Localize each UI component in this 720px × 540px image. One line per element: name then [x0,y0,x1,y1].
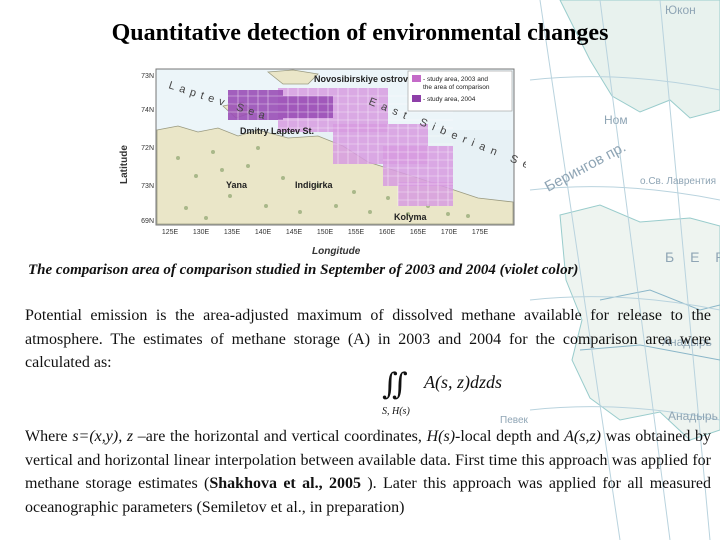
lon-tick: 125E [162,229,179,236]
lat-tick: 69N [141,218,154,225]
vegetation-pattern [176,146,470,220]
integral-formula: ∬ A(s, z)dzds S, H(s) [382,367,502,417]
formula-integrand: A(s, z)dzds [423,372,502,393]
legend-label-2004: - study area, 2004 [423,96,476,103]
lat-tick: 72N [141,145,154,152]
lat-tick: 73N [141,73,154,80]
map-label-yukon: Юкон [665,3,696,17]
novosibirsk-islands [266,69,319,85]
lon-tick: 140E [255,229,272,236]
h-definition: H(s) [426,428,456,445]
lon-tick: 150E [317,229,334,236]
map-label-st-lawrence: о.Св. Лаврентия [640,176,716,187]
legend-label-2003: - study area, 2003 and the area of compa… [423,76,490,91]
map-label-anadyr-2: Анадырь [668,409,718,423]
map-label-pevek: Певек [500,415,529,426]
lon-tick: 155E [348,229,365,236]
text-segment: -local depth and [455,428,565,445]
s-definition: s=(x,y), z [72,428,134,445]
double-integral-icon: ∬ [382,367,408,402]
page-title: Quantitative detection of environmental … [111,20,609,46]
map-label-ber: Б Е Р [665,249,720,265]
legend-swatch-2003 [412,75,421,82]
lon-tick: 165E [410,229,427,236]
paragraph-method: Where s=(x,y), z –are the horizontal and… [25,425,711,519]
figure-caption: The comparison area of comparison studie… [28,262,579,278]
map-legend: - study area, 2003 and the area of compa… [407,70,513,112]
map-label-anadyr: Анадырь [662,335,712,349]
map-label-nome: Ном [604,113,628,127]
reference-shakhova: Shakhova et al., 2005 [209,475,368,492]
label-yana: Yana [226,180,248,190]
text-segment: Where [25,428,73,445]
study-area-map: Latitude Longitude [119,68,526,257]
lat-tick: 73N [141,183,154,190]
legend-swatch-2004 [412,95,421,102]
lon-tick: 170E [441,229,458,236]
lon-tick: 130E [193,229,210,236]
a-definition: A(s,z) [564,428,602,445]
text-segment: –are the horizontal and vertical coordin… [133,428,427,445]
text-segment: ). Later this approach was applied for a… [25,475,712,516]
lat-axis-label: Latitude [119,145,130,184]
lon-tick: 175E [472,229,489,236]
label-dmitry-laptev: Dmitry Laptev St. [240,126,314,136]
lat-tick: 74N [141,107,154,114]
text-segment: was obtained by vertical and horizontal … [25,428,712,492]
paragraph-potential-emission: Potential emission is the area-adjusted … [25,307,711,371]
label-kolyma: Kolyma [394,212,428,222]
formula-lower-limit: S, H(s) [382,406,410,417]
label-indigirka: Indigirka [295,180,334,190]
lon-tick: 135E [224,229,241,236]
lon-axis-label: Longitude [312,246,361,257]
label-novosibirsk: Novosibirskiye ostrova [314,74,414,84]
lon-tick: 145E [286,229,303,236]
lon-tick: 160E [379,229,396,236]
